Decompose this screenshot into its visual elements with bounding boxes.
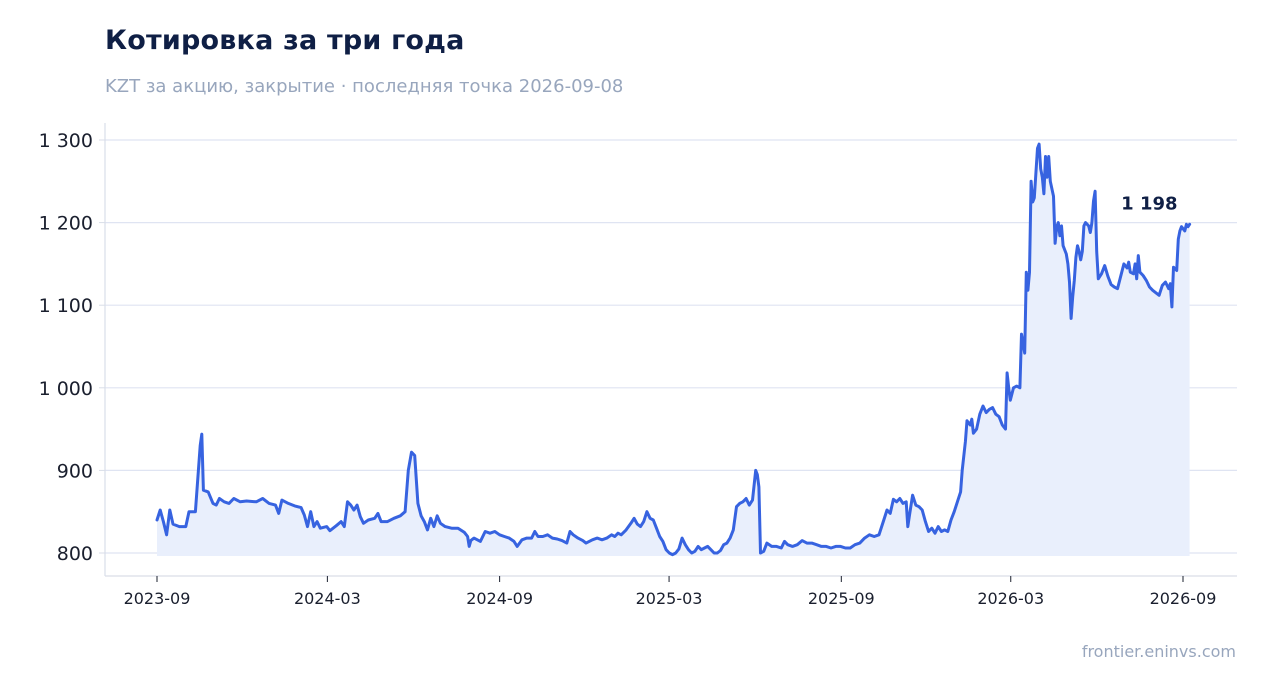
x-tick-label: 2025-03	[636, 589, 703, 608]
source-footer: frontier.eninvs.com	[1081, 642, 1236, 661]
x-tick-label: 2026-03	[977, 589, 1044, 608]
y-tick-label: 1 300	[39, 130, 93, 152]
y-tick-label: 1 100	[39, 295, 93, 317]
x-tick-label: 2024-09	[466, 589, 533, 608]
y-tick-label: 900	[57, 460, 93, 482]
y-tick-label: 1 000	[39, 378, 93, 400]
x-tick-label: 2023-09	[124, 589, 191, 608]
x-tick-label: 2024-03	[294, 589, 361, 608]
price-line	[155, 142, 1192, 557]
price-area	[157, 144, 1190, 556]
x-tick-label: 2025-09	[808, 589, 875, 608]
y-tick-label: 1 200	[39, 213, 93, 235]
chart-title: Котировка за три года	[105, 25, 465, 56]
chart-subtitle: KZT за акцию, закрытие · последняя точка…	[105, 76, 624, 97]
x-tick-label: 2026-09	[1150, 589, 1217, 608]
y-tick-label: 800	[57, 543, 93, 565]
last-value-label: 1 198	[1121, 193, 1177, 214]
